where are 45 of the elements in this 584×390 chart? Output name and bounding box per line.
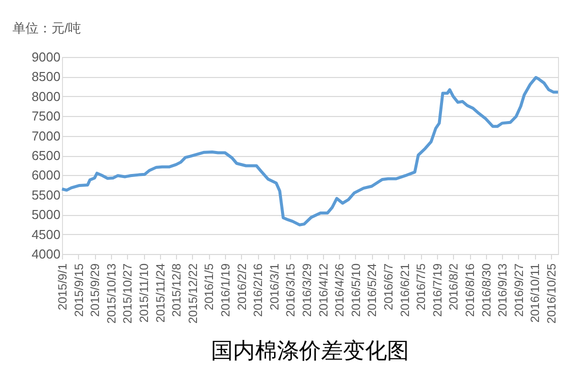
x-tick-label: 2016/10/25 (544, 263, 559, 324)
x-tick-label: 2016/7/19 (430, 263, 444, 317)
x-tick-label: 2016/3/1 (267, 263, 282, 310)
y-tick-label: 8500 (32, 69, 60, 84)
x-tick-label: 2016/6/21 (398, 263, 412, 317)
x-tick-label: 2016/3/29 (300, 263, 314, 317)
x-tick-label: 2016/1/5 (202, 263, 216, 310)
y-tick-label: 4500 (32, 226, 60, 242)
x-tick-label: 2016/1/19 (218, 263, 233, 317)
x-tick-label: 2016/7/5 (414, 263, 428, 310)
x-tick-label: 2016/8/16 (463, 263, 478, 317)
x-tick-label: 2015/10/27 (120, 263, 135, 324)
x-tick-label: 2015/9/15 (72, 263, 86, 317)
y-tick-label: 9000 (32, 50, 60, 64)
y-tick-label: 5500 (32, 187, 60, 202)
x-tick-label: 2016/9/13 (496, 263, 510, 317)
x-tick-label: 2016/4/12 (316, 263, 330, 317)
x-tick-label: 2015/9/29 (88, 263, 102, 317)
x-tick-label: 2016/2/16 (251, 263, 266, 317)
x-tick-label: 2016/5/24 (365, 263, 380, 317)
x-tick-label: 2015/11/10 (137, 263, 151, 323)
x-tick-label: 2015/11/24 (153, 263, 168, 323)
x-tick-label: 2016/6/7 (382, 263, 396, 310)
y-tick-label: 7000 (32, 128, 60, 144)
y-tick-label: 4000 (32, 246, 60, 262)
x-tick-label: 2016/4/26 (332, 263, 347, 317)
y-tick-label: 7500 (32, 108, 60, 124)
x-tick-label: 2015/12/8 (170, 263, 184, 317)
line-series (60, 76, 560, 226)
x-tick-label: 2016/8/2 (446, 263, 461, 310)
x-tick-label: 2015/12/22 (186, 263, 200, 324)
x-tick-label: 2016/2/2 (234, 263, 249, 310)
x-tick-label: 2015/10/13 (104, 263, 118, 324)
y-axis-title: 单位：元/吨 (12, 20, 82, 36)
y-tick-label: 6500 (32, 148, 60, 163)
text: 国内棉涤价差变化图 (211, 338, 409, 364)
y-tick-label: 8000 (32, 88, 60, 104)
x-tick-label: 2016/3/15 (284, 263, 298, 317)
x-tick-label: 2015/9/1 (56, 263, 70, 310)
x-tick-label: 2016/10/11 (528, 263, 542, 323)
x-tick-label: 2016/9/27 (512, 263, 526, 317)
x-tick-label: 2016/5/10 (348, 263, 363, 317)
y-tick-label: 5000 (32, 207, 60, 222)
y-tick-label: 6000 (32, 168, 60, 183)
x-tick-label: 2016/8/30 (479, 263, 494, 317)
